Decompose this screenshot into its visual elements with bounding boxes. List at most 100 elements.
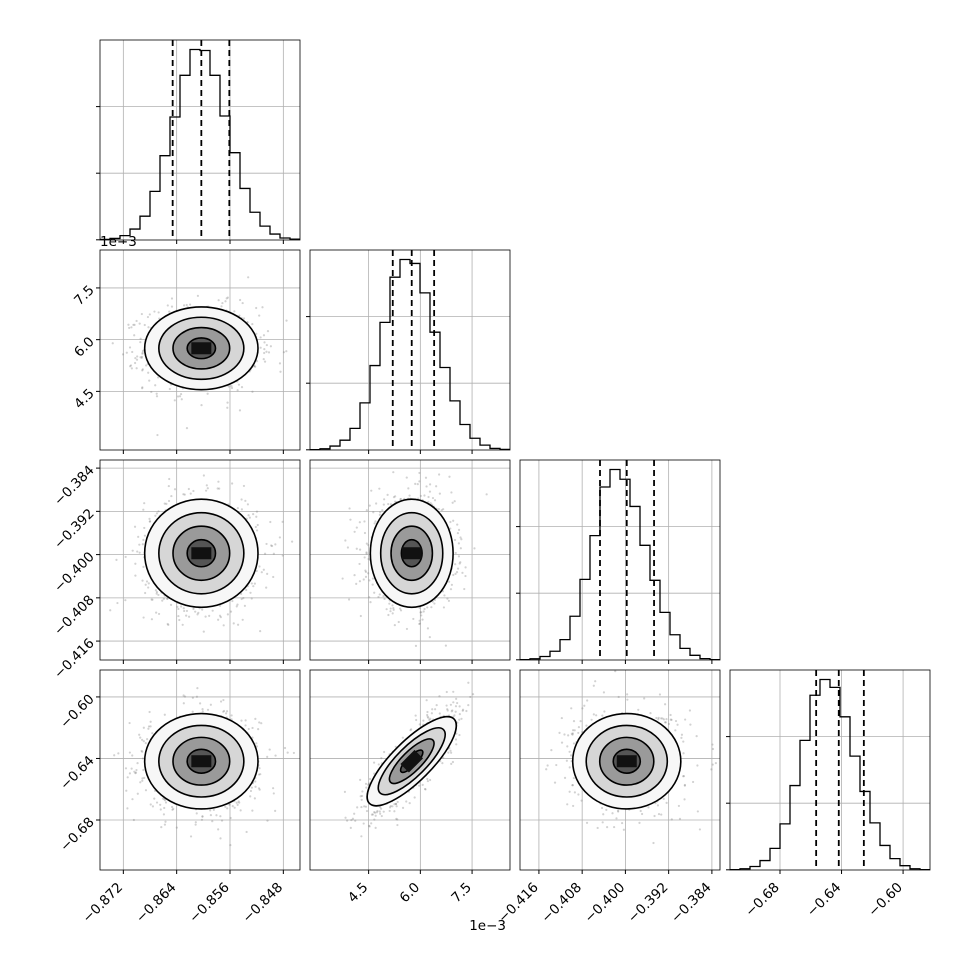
scatter-point	[351, 817, 355, 820]
scatter-point	[467, 704, 470, 707]
scatter-point	[195, 812, 198, 815]
scatter-point	[696, 764, 699, 767]
scatter-point	[418, 784, 421, 787]
scatter-point	[141, 369, 144, 372]
scatter-point	[230, 714, 233, 717]
scatter-point	[292, 751, 295, 755]
scatter-point	[360, 798, 363, 801]
scatter-point	[135, 358, 139, 361]
panel-frame-2-0	[99, 459, 301, 661]
scatter-point	[459, 561, 462, 564]
scatter-point	[463, 587, 466, 591]
scatter-point	[166, 304, 169, 307]
scatter-point	[444, 644, 447, 647]
scatter-point	[194, 610, 197, 613]
scatter-point	[191, 710, 194, 713]
scatter-point	[151, 805, 155, 808]
scatter-point	[237, 800, 240, 803]
scatter-point	[138, 322, 141, 325]
scatter-point	[218, 487, 221, 490]
scatter-point	[469, 695, 472, 699]
scatter-point	[711, 743, 714, 746]
scatter-point	[182, 304, 186, 307]
scatter-point	[382, 810, 385, 813]
scatter-point	[580, 799, 583, 802]
scatter-point	[226, 401, 229, 404]
scatter-point	[258, 767, 261, 770]
scatter-point	[451, 709, 454, 712]
scatter-point	[408, 802, 411, 805]
scatter-point	[209, 809, 212, 812]
scatter-point	[447, 751, 450, 754]
scatter-point	[392, 606, 395, 610]
scatter-point	[161, 599, 164, 602]
scatter-point	[676, 723, 679, 726]
scatter-point	[170, 297, 174, 300]
scatter-point	[613, 825, 616, 829]
scatter-point	[111, 342, 114, 345]
scatter-point	[146, 738, 149, 741]
scatter-point	[178, 618, 181, 622]
scatter-point	[260, 722, 263, 725]
scatter-point	[163, 806, 166, 810]
scatter-point	[147, 586, 150, 589]
scatter-point	[396, 800, 399, 804]
scatter-point	[217, 618, 220, 621]
scatter-point	[365, 809, 369, 813]
scatter-point	[585, 821, 589, 824]
scatter-point	[665, 717, 668, 721]
scatter-point	[414, 644, 418, 648]
scatter-point	[373, 811, 376, 814]
scatter-point	[136, 550, 139, 553]
ytick-label-1-2: 7.5	[71, 282, 98, 309]
scatter-point	[138, 551, 141, 554]
scatter-point	[206, 487, 209, 490]
density-core-3-1	[400, 749, 424, 773]
scatter-point	[230, 385, 233, 388]
density-core-1-0	[191, 342, 212, 355]
scatter-point	[560, 716, 563, 720]
scatter-point	[391, 604, 394, 607]
scatter-point	[167, 484, 170, 488]
scatter-point	[435, 485, 438, 488]
scatter-point	[349, 826, 352, 829]
scatter-point	[263, 552, 267, 555]
scatter-point	[164, 799, 167, 802]
scatter-point	[407, 487, 410, 490]
ytick-label-2-3: −0.392	[51, 506, 98, 553]
scatter-point	[163, 502, 166, 505]
scatter-point	[151, 598, 154, 601]
scatter-point	[458, 705, 461, 708]
scatter-point	[457, 542, 460, 545]
xtick-label-1-2: 7.5	[448, 880, 475, 907]
scatter-point	[129, 364, 133, 367]
scatter-point	[418, 622, 422, 625]
scatter-point	[157, 593, 160, 597]
scatter-point	[209, 703, 212, 706]
scatter-point	[683, 784, 686, 787]
scatter-point	[149, 803, 152, 806]
scatter-point	[456, 567, 460, 570]
scatter-point	[364, 569, 367, 572]
scatter-point	[209, 814, 213, 817]
scatter-point	[185, 303, 188, 307]
scatter-point	[592, 713, 595, 716]
scatter-point	[577, 793, 580, 796]
scatter-point	[653, 814, 656, 818]
scatter-point	[438, 695, 441, 698]
scatter-point	[367, 783, 370, 786]
scatter-point	[458, 733, 461, 737]
scatter-point	[346, 819, 349, 822]
scatter-point	[683, 783, 687, 787]
scatter-point	[128, 326, 131, 330]
scatter-point	[445, 704, 448, 707]
scatter-point	[577, 731, 580, 735]
scatter-point	[167, 623, 170, 626]
scatter-point	[592, 684, 595, 687]
scatter-point	[555, 763, 558, 767]
scatter-point	[386, 493, 389, 496]
scatter-point	[714, 762, 717, 765]
scatter-point	[621, 821, 624, 825]
scatter-point	[201, 608, 204, 611]
scatter-point	[124, 767, 128, 770]
